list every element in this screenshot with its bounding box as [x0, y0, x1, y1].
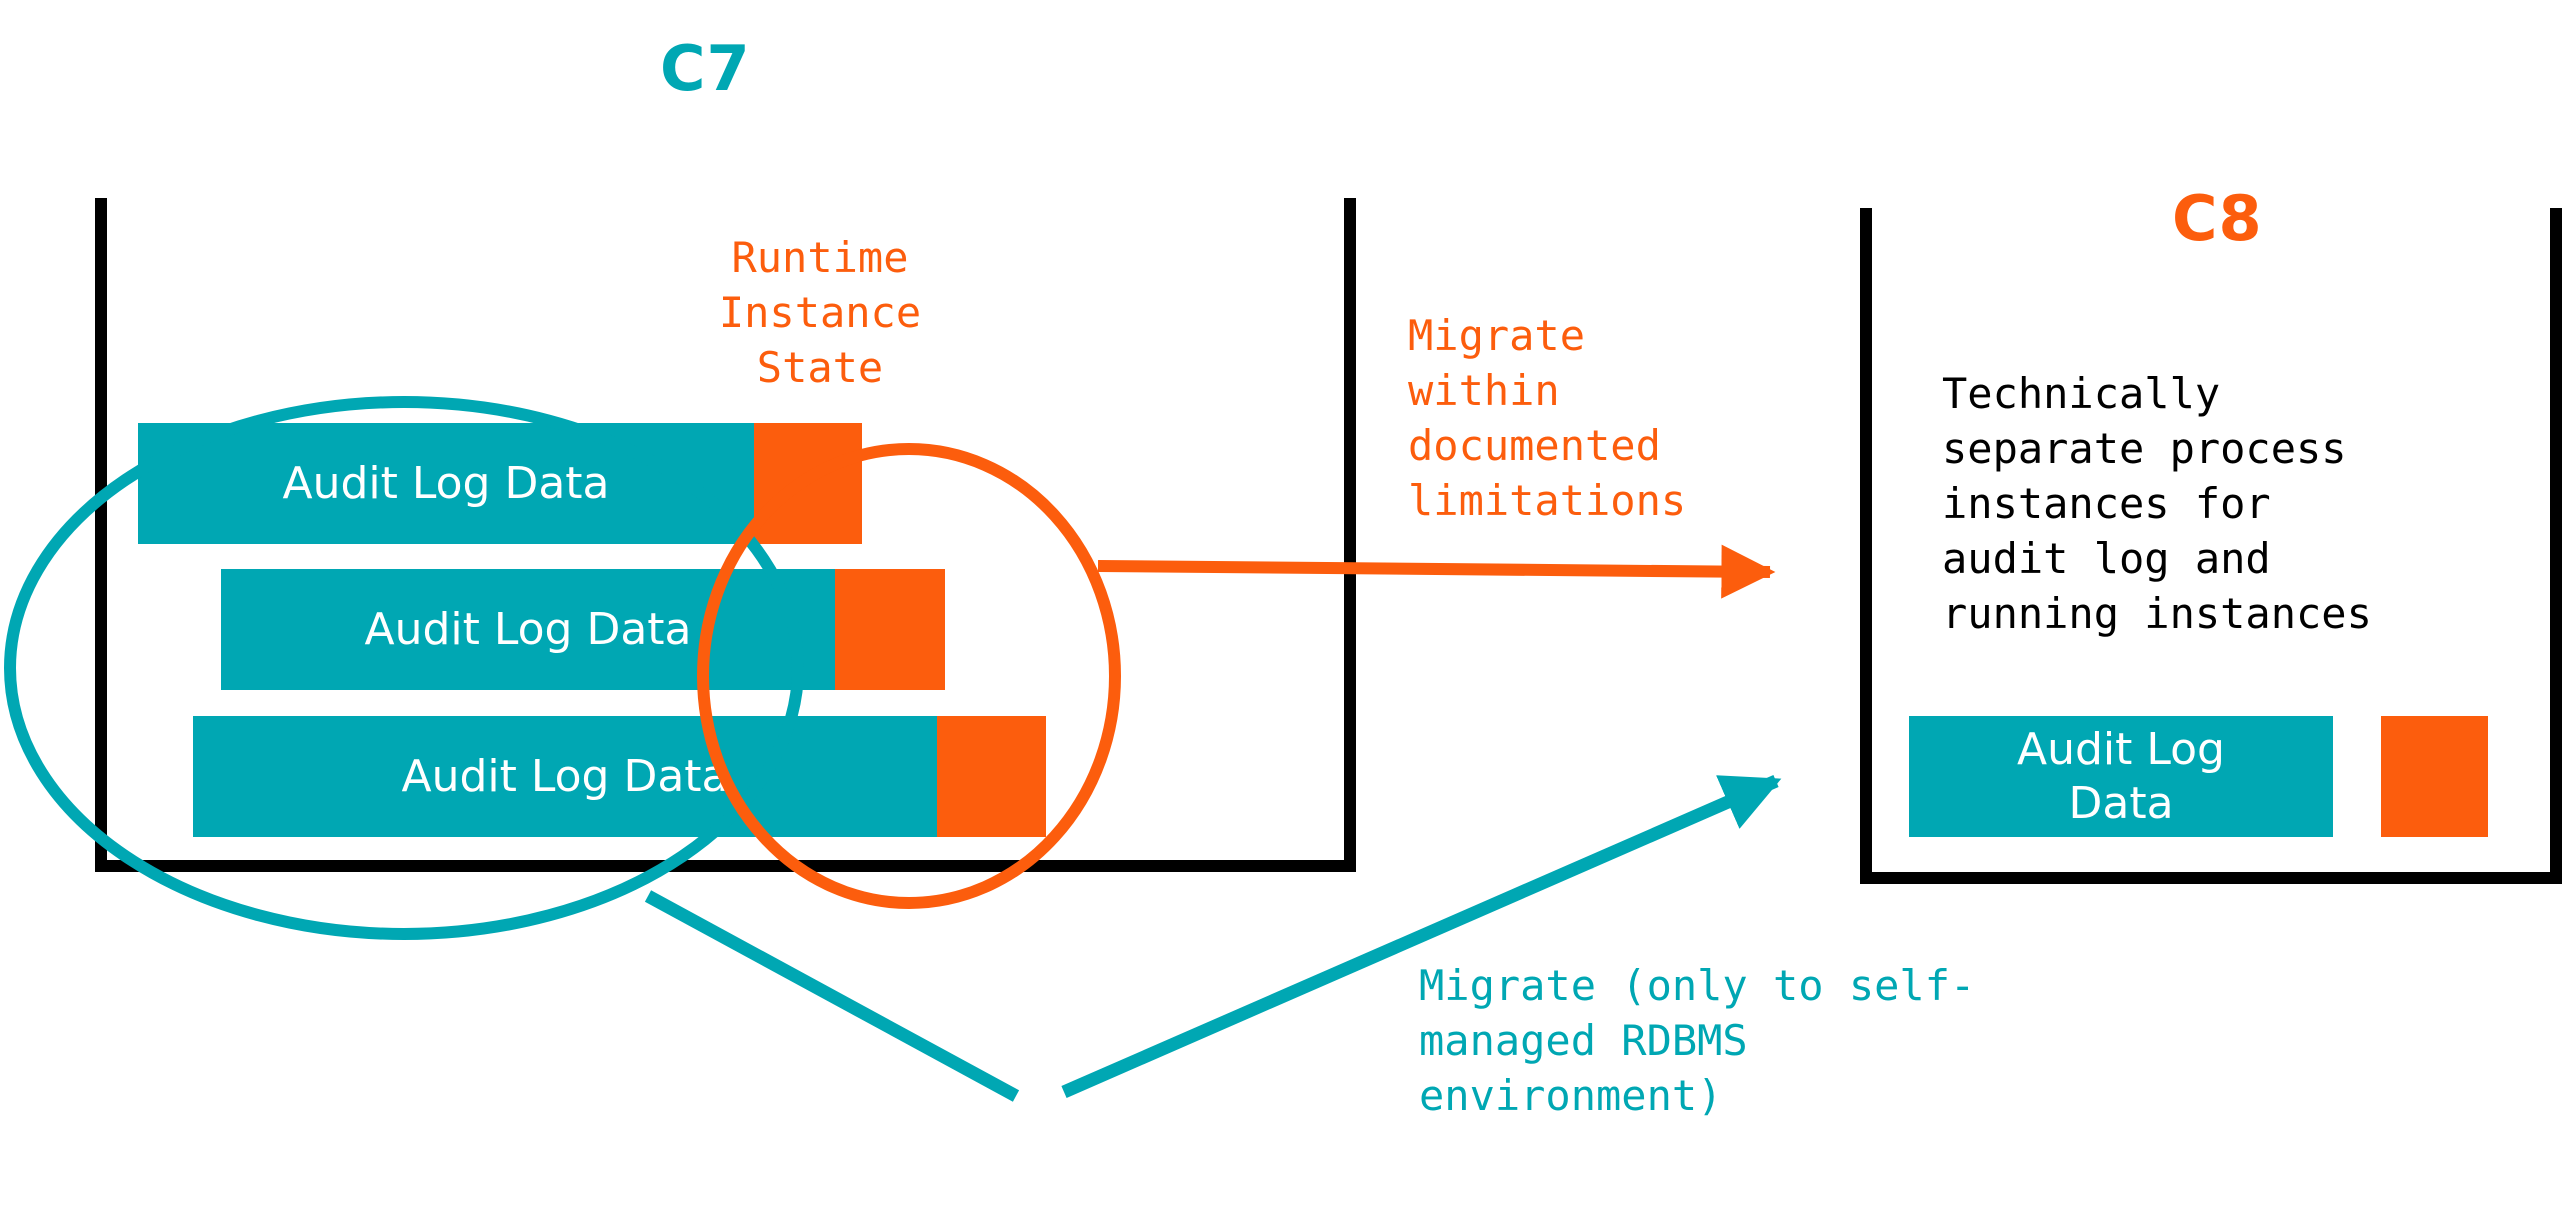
audit-migration-arrow [644, 890, 1020, 1102]
c7-container [95, 198, 1356, 872]
c8-description: Technically separate process instances f… [1942, 369, 2372, 638]
c7-audit-log-bar-1: Audit Log Data [138, 423, 754, 544]
c7-title: C7 [660, 32, 751, 105]
runtime-migration-arrow [1097, 544, 1776, 599]
audit-migration-arrow-head [1061, 775, 1782, 1098]
audit-log-label: Audit Log Data [364, 604, 692, 655]
c8-title: C8 [2172, 182, 2263, 255]
runtime-migration-label: Migrate within documented limitations [1408, 311, 1687, 525]
c7-runtime-state-block-3 [937, 716, 1046, 837]
audit-log-label: Audit Log Data [401, 751, 729, 802]
c8-runtime-state-block [2381, 716, 2488, 837]
c7-audit-log-bar-3: Audit Log Data [193, 716, 937, 837]
c7-runtime-state-block-2 [835, 569, 945, 690]
c8-audit-log-bar: Audit Log Data [1909, 716, 2333, 837]
audit-migration-label: Migrate (only to self- managed RDBMS env… [1419, 961, 1976, 1120]
audit-log-group-ellipse [4, 396, 804, 940]
runtime-state-group-ellipse [697, 443, 1121, 909]
audit-log-label: Audit Log Data [282, 458, 610, 509]
audit-log-label: Audit Log Data [2017, 723, 2225, 829]
runtime-instance-state-label: Runtime Instance State [718, 233, 922, 392]
c7-audit-log-bar-2: Audit Log Data [221, 569, 835, 690]
c8-container [1860, 208, 2562, 884]
